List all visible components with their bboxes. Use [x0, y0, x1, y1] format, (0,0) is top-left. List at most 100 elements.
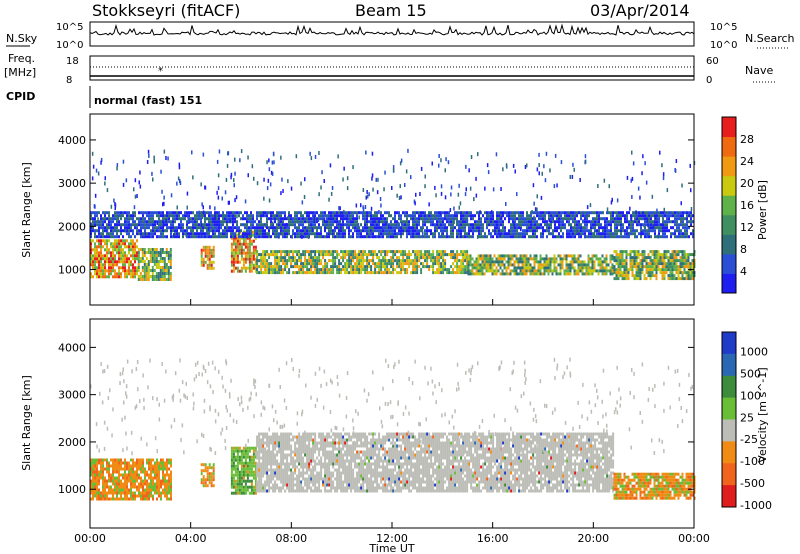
heatmap-cell: [458, 235, 460, 239]
heatmap-cell: [545, 257, 548, 261]
heatmap-cell: [354, 250, 357, 254]
heatmap-cell: [106, 461, 108, 465]
heatmap-cell: [676, 214, 678, 218]
heatmap-cell: [161, 266, 164, 269]
heatmap-cell: [364, 259, 367, 263]
heatmap-cell: [114, 269, 116, 273]
heatmap-cell: [330, 214, 332, 218]
heatmap-cell: [556, 226, 558, 230]
heatmap-cell: [505, 260, 508, 264]
scatter-cell: [628, 231, 631, 236]
heatmap-cell: [642, 229, 644, 233]
heatmap-cell: [400, 229, 402, 233]
scatter-cell: [476, 234, 479, 239]
heatmap-cell: [576, 211, 578, 215]
heatmap-cell: [448, 271, 451, 275]
heatmap-cell: [212, 226, 214, 230]
heatmap-cell: [553, 254, 556, 258]
heatmap-cell: [216, 235, 218, 239]
heatmap-cell: [276, 217, 278, 221]
heatmap-cell: [376, 217, 378, 221]
heatmap-cell: [151, 272, 154, 275]
heatmap-cell: [320, 262, 323, 266]
heatmap-cell: [605, 260, 608, 264]
heatmap-cell: [502, 232, 504, 236]
heatmap-cell: [336, 250, 339, 254]
heatmap-cell: [250, 251, 253, 255]
heatmap-cell: [288, 259, 291, 263]
heatmap-cell: [452, 235, 454, 239]
heatmap-cell: [176, 232, 178, 236]
heatmap-cell: [170, 232, 172, 236]
heatmap-cell: [480, 226, 482, 230]
heatmap-cell: [549, 266, 552, 270]
heatmap-cell: [232, 226, 234, 230]
scatter-cell: [652, 224, 655, 229]
heatmap-cell: [340, 235, 342, 239]
heatmap-cell: [676, 235, 678, 239]
scatter-cell: [630, 216, 633, 221]
scatter-cell: [318, 192, 320, 197]
heatmap-cell: [578, 211, 580, 215]
heatmap-cell: [635, 256, 638, 260]
heatmap-cell: [394, 268, 397, 272]
heatmap-cell: [511, 254, 514, 258]
heatmap-cell: [266, 265, 269, 269]
heatmap-cell: [637, 274, 640, 278]
heatmap-cell: [684, 217, 686, 221]
scatter-cell: [122, 159, 125, 164]
heatmap-cell: [314, 265, 317, 269]
heatmap-cell: [374, 226, 376, 230]
heatmap-cell: [472, 235, 474, 239]
heatmap-cell: [334, 259, 337, 263]
heatmap-cell: [412, 271, 415, 275]
heatmap-cell: [673, 253, 676, 257]
heatmap-cell: [122, 229, 124, 233]
heatmap-cell: [496, 223, 498, 227]
heatmap-cell: [280, 268, 283, 272]
heatmap-cell: [144, 494, 146, 498]
heatmap-cell: [591, 263, 594, 267]
heatmap-cell: [686, 235, 688, 239]
heatmap-cell: [112, 251, 114, 255]
heatmap-cell: [368, 220, 370, 224]
heatmap-cell: [633, 277, 636, 281]
heatmap-cell: [612, 214, 614, 218]
scatter-cell: [538, 163, 540, 167]
heatmap-cell: [691, 253, 694, 257]
heatmap-cell: [274, 265, 277, 269]
heatmap-cell: [460, 223, 462, 227]
heatmap-cell: [561, 257, 564, 261]
heatmap-cell: [523, 269, 526, 273]
heatmap-cell: [615, 277, 618, 281]
heatmap-cell: [470, 223, 472, 227]
freq-unit-label: [MHz]: [4, 66, 36, 79]
heatmap-cell: [260, 271, 263, 275]
heatmap-cell: [112, 464, 114, 468]
heatmap-cell: [356, 226, 358, 230]
heatmap-cell: [486, 223, 488, 227]
heatmap-cell: [136, 245, 138, 249]
heatmap-cell: [424, 232, 426, 236]
heatmap-cell: [676, 220, 678, 224]
heatmap-cell: [276, 250, 279, 254]
heatmap-cell: [290, 259, 293, 263]
heatmap-cell: [236, 257, 239, 261]
heatmap-cell: [298, 253, 301, 257]
heatmap-cell: [669, 271, 672, 275]
heatmap-cell: [527, 257, 530, 261]
heatmap-cell: [360, 223, 362, 227]
heatmap-cell: [294, 256, 297, 260]
heatmap-cell: [430, 220, 432, 224]
scatter-cell: [593, 231, 596, 236]
heatmap-cell: [467, 269, 470, 273]
heatmap-cell: [690, 211, 692, 215]
heatmap-cell: [144, 482, 146, 486]
scatter-cell: [233, 183, 235, 188]
heatmap-cell: [492, 217, 494, 221]
heatmap-cell: [96, 275, 98, 279]
heatmap-cell: [120, 485, 122, 489]
heatmap-cell: [422, 235, 424, 239]
scatter-cell: [301, 200, 304, 205]
heatmap-cell: [134, 476, 136, 480]
